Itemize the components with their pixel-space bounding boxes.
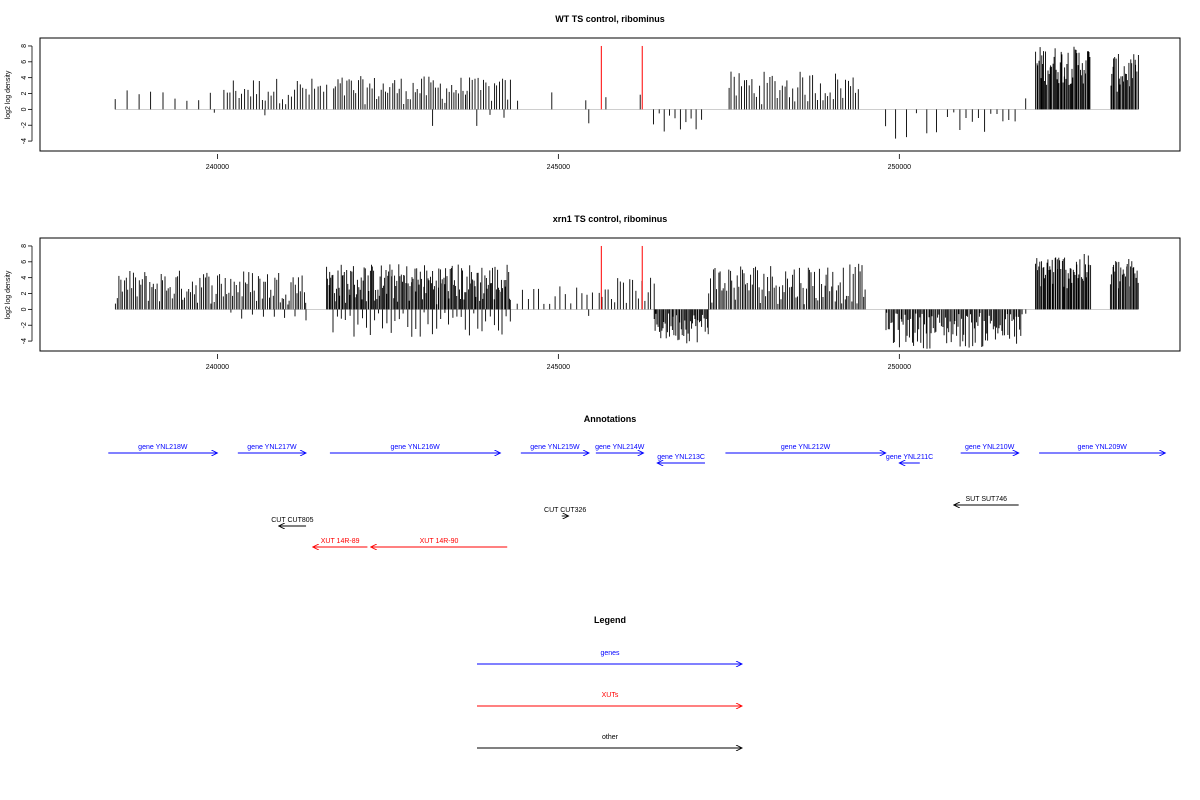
feature-label: gene YNL212W (781, 444, 831, 451)
xrn1-x-tick-label: 250000 (888, 364, 911, 371)
xrn1-x-tick-label: 245000 (547, 364, 570, 371)
xrn1-y-tick-label: 2 (21, 291, 28, 295)
feature-label: gene YNL213C (657, 454, 705, 461)
wt-y-tick-label: 8 (21, 44, 28, 48)
xrn1-y-tick-label: -4 (21, 338, 28, 344)
feature-label: XUT 14R-89 (321, 538, 360, 545)
wt-x-tick-label: 245000 (547, 164, 570, 171)
xrn1-y-axis: -4 -2 0 2 4 6 8 (21, 244, 33, 344)
xrn1-panel-title: xrn1 TS control, ribominus (553, 214, 668, 224)
legend-title: Legend (594, 615, 626, 625)
wt-y-tick-label: 6 (21, 60, 28, 64)
wt-highlight-lines (600, 45, 643, 110)
annotation-features: gene YNL218W gene YNL217W gene YNL216W gene… (108, 444, 1165, 547)
xrn1-y-tick-label: 4 (21, 276, 28, 280)
wt-panel-title: WT TS control, ribominus (555, 14, 665, 24)
feature-label: CUT CUT805 (271, 517, 313, 524)
xrn1-y-tick-label: 0 (21, 307, 28, 311)
legend: genes XUTs other (477, 650, 742, 748)
wt-x-tick-label: 250000 (888, 164, 911, 171)
feature-label: gene YNL217W (247, 444, 297, 451)
xrn1-plot-frame (39, 237, 1181, 352)
feature-label: gene YNL218W (138, 444, 188, 451)
xrn1-y-tick-label: 6 (21, 260, 28, 264)
xrn1-highlight-lines (600, 245, 643, 310)
wt-y-tick-label: -2 (21, 122, 28, 128)
xrn1-y-tick-label: 8 (21, 244, 28, 248)
xrn1-y-tick-label: -2 (21, 322, 28, 328)
feature-label: gene YNL210W (965, 444, 1015, 451)
feature-label: gene YNL209W (1078, 444, 1128, 451)
legend-label: other (602, 734, 619, 741)
legend-label: genes (600, 650, 620, 657)
wt-coverage-panel: WT TS control, ribominus log2 log densit… (5, 14, 1181, 171)
legend-label: XUTs (602, 692, 619, 699)
annotations-title: Annotations (584, 414, 637, 424)
feature-label: XUT 14R-90 (420, 538, 459, 545)
wt-x-axis: 240000 245000 250000 (206, 154, 911, 171)
wt-y-axis: -4 -2 0 2 4 6 8 (21, 44, 33, 144)
wt-coverage-bars (114, 46, 1139, 139)
feature-label: SUT SUT746 (966, 496, 1008, 503)
feature-label: CUT CUT326 (544, 507, 586, 514)
feature-label: gene YNL211C (886, 454, 933, 461)
wt-y-tick-label: 4 (21, 76, 28, 80)
feature-label: gene YNL214W (595, 444, 645, 451)
xrn1-coverage-panel: xrn1 TS control, ribominus log2 log dens… (5, 214, 1181, 371)
wt-y-tick-label: 2 (21, 91, 28, 95)
xrn1-x-tick-label: 240000 (206, 364, 229, 371)
feature-label: gene YNL216W (390, 444, 440, 451)
wt-x-tick-label: 240000 (206, 164, 229, 171)
wt-y-tick-label: 0 (21, 107, 28, 111)
feature-label: gene YNL215W (530, 444, 580, 451)
xrn1-x-axis: 240000 245000 250000 (206, 354, 911, 371)
xrn1-y-axis-label: log2 log density (5, 270, 12, 319)
wt-plot-frame (39, 37, 1181, 152)
wt-y-tick-label: -4 (21, 138, 28, 144)
xrn1-coverage-bars (114, 254, 1139, 349)
wt-y-axis-label: log2 log density (5, 70, 12, 119)
